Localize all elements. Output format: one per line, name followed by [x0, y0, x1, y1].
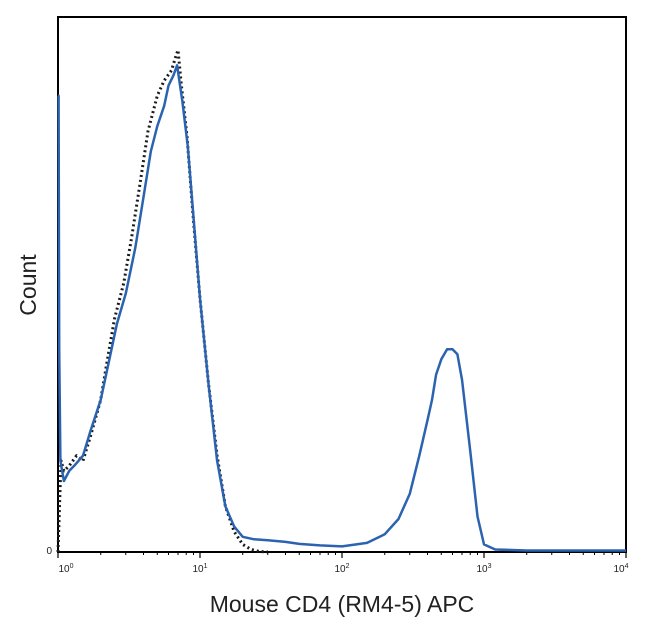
x-tick-label: 104: [613, 563, 628, 575]
series-layer: [56, 48, 626, 554]
x-tick-label: 101: [192, 563, 207, 575]
x-tick-label: 100: [58, 563, 73, 575]
series-line-mouse-cd4-rm4-5-apc: [57, 64, 626, 552]
y-axis-ticks: 0: [46, 546, 52, 557]
x-tick-label: 103: [476, 563, 491, 575]
x-axis-ticks: 100 101 102 103 104: [57, 552, 629, 575]
plot-frame: [57, 16, 627, 553]
x-tick-label: 102: [334, 563, 349, 575]
y-axis-label: Count: [15, 254, 41, 316]
x-axis-label: Mouse CD4 (RM4-5) APC: [210, 591, 475, 617]
y-tick-label: 0: [46, 546, 52, 557]
